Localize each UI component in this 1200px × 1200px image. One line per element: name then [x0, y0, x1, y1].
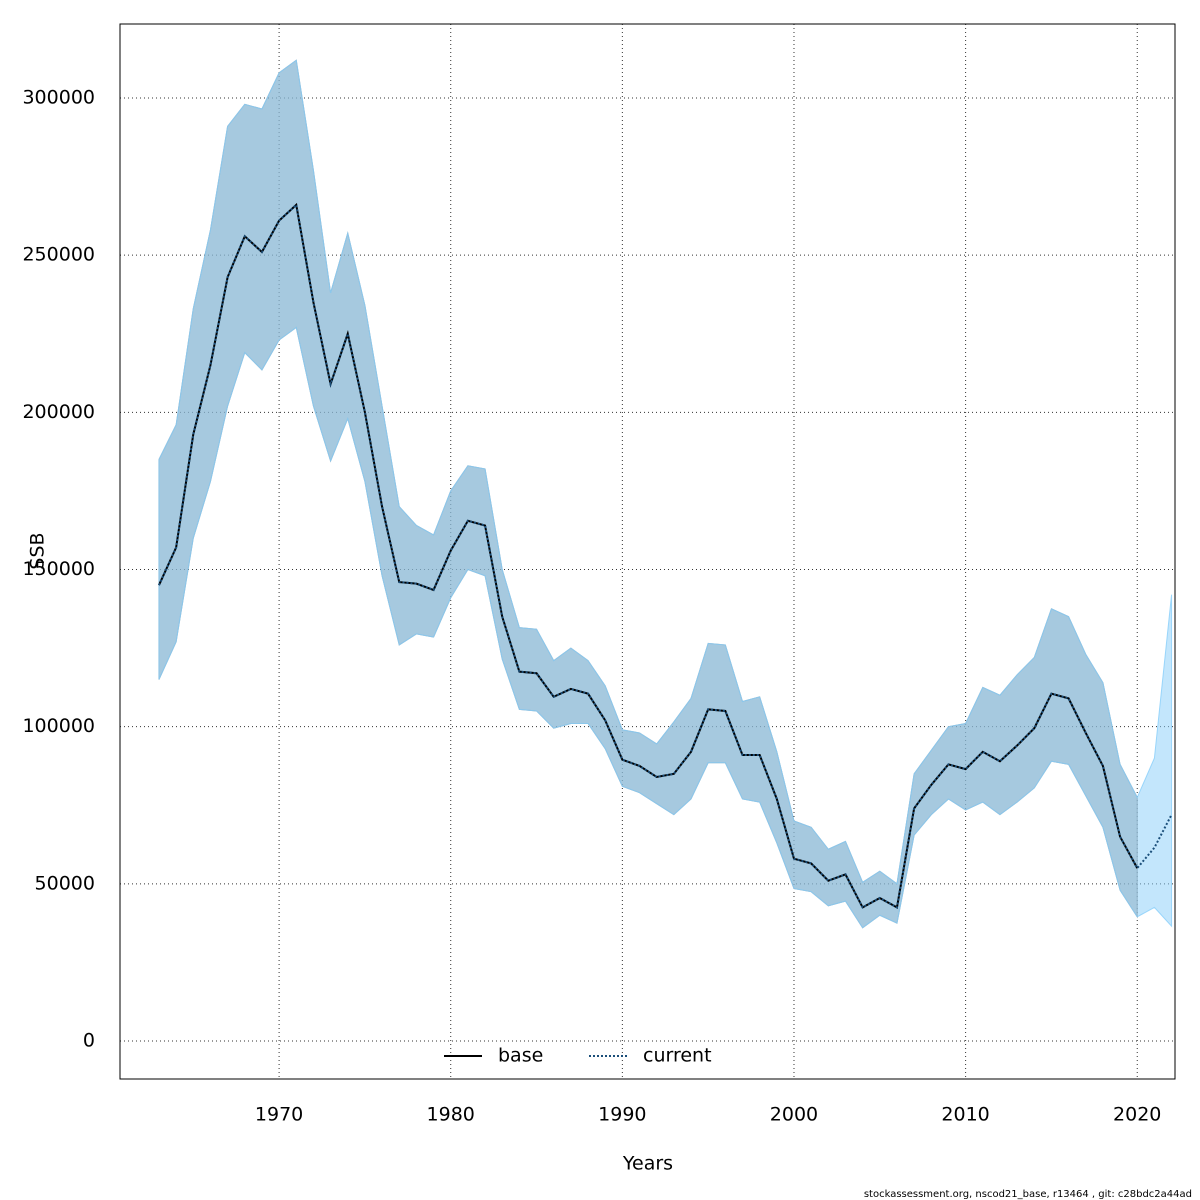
- confidence-band: [158, 59, 1173, 929]
- x-tick-label: 1980: [427, 1104, 475, 1126]
- y-tick-label: 50000: [35, 872, 95, 894]
- x-axis-label: Years: [622, 1153, 673, 1175]
- y-tick-label: 300000: [22, 86, 95, 108]
- y-tick-label: 150000: [22, 558, 95, 580]
- plot-frame: [119, 23, 1176, 1080]
- y-tick-label: 250000: [22, 244, 95, 266]
- x-tick-label: 2000: [770, 1104, 818, 1126]
- x-tick-label: 1990: [598, 1104, 646, 1126]
- y-tick-label: 0: [83, 1029, 95, 1051]
- x-tick-label: 2010: [941, 1104, 989, 1126]
- y-axis-label: SSB: [27, 532, 49, 569]
- x-tick-label: 1970: [255, 1104, 303, 1126]
- legend-label: current: [643, 1045, 712, 1067]
- y-tick-label: 100000: [22, 715, 95, 737]
- y-tick-label: 200000: [22, 401, 95, 423]
- footer: stockassessment.org, nscod21_base, r1346…: [864, 1189, 1192, 1200]
- series-line: [158, 202, 1173, 909]
- x-tick-label: 2020: [1113, 1104, 1161, 1126]
- legend-label: base: [498, 1045, 543, 1067]
